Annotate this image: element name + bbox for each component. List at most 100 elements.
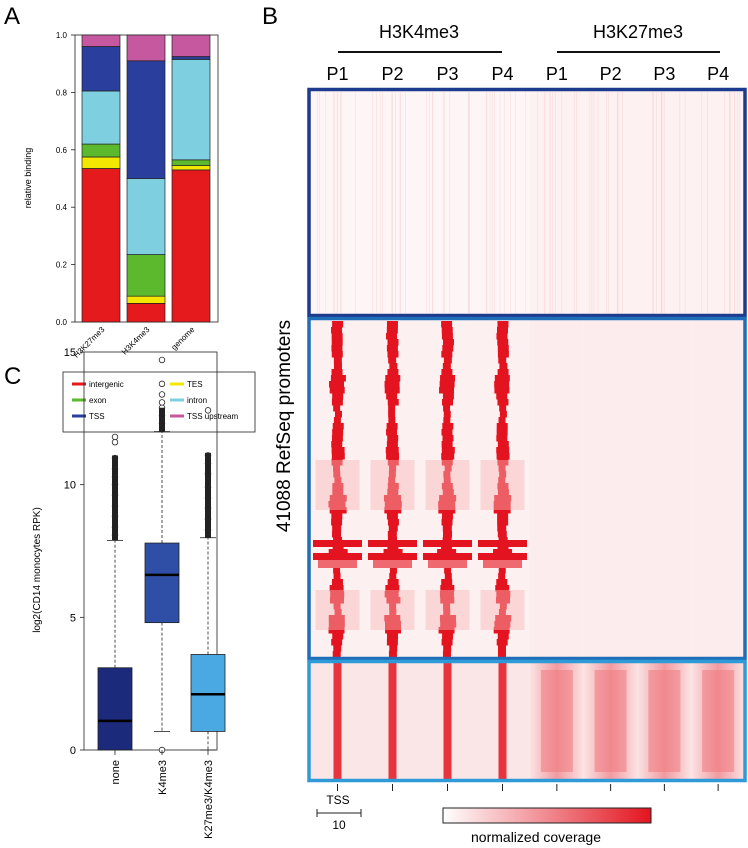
heat-signal-k4 bbox=[497, 483, 509, 490]
heat-cell-cluster2 bbox=[530, 317, 584, 660]
heat-signal-k4 bbox=[331, 453, 345, 460]
heat-signal-k4 bbox=[439, 381, 455, 388]
bar-segment-tss bbox=[81, 46, 121, 92]
heat-signal-k4 bbox=[442, 489, 454, 496]
heat-signal-k4 bbox=[493, 627, 510, 634]
heat-signal-k4 bbox=[442, 525, 452, 532]
heat-signal-k4 bbox=[442, 345, 454, 352]
outlier-point bbox=[204, 407, 212, 414]
heat-signal-k4 bbox=[331, 447, 345, 454]
outlier-dense bbox=[159, 407, 165, 432]
heat-signal-k4 bbox=[387, 339, 399, 346]
heat-signal-k4 bbox=[384, 387, 400, 394]
heat-signal-k4 bbox=[329, 495, 347, 502]
heat-signal-k4 bbox=[389, 567, 397, 574]
heat-cell-cluster1 bbox=[583, 88, 638, 317]
heat-signal-k4 bbox=[441, 579, 453, 586]
heat-signal-k4 bbox=[331, 513, 343, 520]
bar-segment-intron bbox=[171, 59, 211, 161]
heat-signal-k4 bbox=[441, 429, 453, 436]
outlier-point bbox=[158, 380, 166, 388]
heat-signal-k4 bbox=[443, 645, 452, 652]
heat-signal-k4 bbox=[332, 321, 344, 328]
heat-signal-k4 bbox=[483, 560, 522, 568]
heat-signal-k4 bbox=[442, 651, 451, 658]
column-label: P2 bbox=[381, 64, 403, 84]
box-1 bbox=[144, 542, 180, 624]
heat-signal-k4 bbox=[440, 621, 457, 628]
heat-signal-k4 bbox=[497, 441, 509, 448]
heat-signal-k4 bbox=[328, 549, 348, 556]
heat-signal-k4 bbox=[441, 441, 453, 448]
heat-signal-k4 bbox=[333, 405, 341, 412]
heat-signal-k4 bbox=[313, 553, 362, 560]
heat-cell-cluster1 bbox=[530, 88, 584, 317]
heat-signal-k4 bbox=[332, 651, 341, 658]
heat-signal-k4 bbox=[495, 585, 510, 592]
heat-signal-k4 bbox=[493, 501, 511, 508]
heat-signal-k4 bbox=[497, 489, 509, 496]
heat-signal-k4 bbox=[389, 573, 397, 580]
heat-signal-k4 bbox=[385, 585, 400, 592]
bar-segment-tss-upstream bbox=[171, 34, 211, 57]
heat-signal-k4 bbox=[498, 662, 507, 780]
x-tick-label: K4me3 bbox=[157, 760, 169, 795]
heat-signal-k4 bbox=[443, 405, 451, 412]
heat-signal-k4 bbox=[499, 471, 507, 478]
heat-halo bbox=[480, 460, 525, 510]
heat-signal-k4 bbox=[385, 447, 399, 454]
chart-b-ylabel: 41088 RefSeq promoters bbox=[274, 320, 295, 532]
heat-signal-k4 bbox=[442, 423, 454, 430]
heat-signal-k4 bbox=[499, 411, 507, 418]
heat-signal-k4 bbox=[334, 411, 342, 418]
heat-signal-k4 bbox=[443, 357, 452, 364]
heat-signal-k4 bbox=[496, 393, 508, 400]
heat-signal-k4 bbox=[386, 513, 398, 520]
heat-signal-k4 bbox=[444, 573, 452, 580]
heat-signal-k4 bbox=[497, 519, 509, 526]
heat-signal-k4 bbox=[442, 633, 454, 640]
heat-signal-k4 bbox=[318, 560, 357, 568]
outlier-point bbox=[111, 439, 119, 446]
heat-signal-k4 bbox=[386, 327, 398, 334]
panel-label-a: A bbox=[4, 3, 20, 30]
heat-signal-k4 bbox=[331, 639, 343, 646]
heat-signal-k4 bbox=[499, 405, 507, 412]
heat-signal-k4 bbox=[387, 459, 399, 466]
heat-signal-k4 bbox=[438, 501, 456, 508]
outlier-point bbox=[158, 399, 166, 406]
box-0 bbox=[97, 667, 133, 751]
heat-signal-k4 bbox=[441, 483, 453, 490]
heat-cell-cluster1 bbox=[691, 88, 745, 317]
heat-signal-k4 bbox=[443, 609, 451, 616]
column-label: P2 bbox=[600, 64, 622, 84]
scale-bar-label: 10 bbox=[332, 818, 346, 832]
heat-signal-k4 bbox=[389, 645, 398, 652]
heat-signal-k4 bbox=[387, 483, 399, 490]
heat-signal-k4 bbox=[368, 553, 417, 560]
heat-signal-k4 bbox=[441, 333, 453, 340]
heat-signal-k4 bbox=[386, 345, 398, 352]
outlier-point bbox=[111, 433, 119, 441]
heat-signal-k4 bbox=[387, 435, 399, 442]
heat-signal-k4 bbox=[388, 662, 397, 780]
heat-signal-k4 bbox=[386, 393, 398, 400]
heat-signal-k4 bbox=[498, 567, 506, 574]
column-label: P3 bbox=[436, 64, 458, 84]
y-tick-label: 0.0 bbox=[56, 318, 68, 327]
panel-b-heatmap: 41088 RefSeq promoters H3K4me3 P1 P2 P3 P4 H3… bbox=[274, 22, 747, 845]
heat-signal-k4 bbox=[333, 645, 342, 652]
heat-signal-k4 bbox=[495, 615, 512, 622]
heat-signal-k4 bbox=[423, 540, 472, 547]
heat-signal-k4 bbox=[331, 459, 343, 466]
heat-signal-k27 bbox=[594, 670, 627, 772]
heat-signal-k4 bbox=[332, 633, 344, 640]
heat-signal-k4 bbox=[383, 549, 403, 556]
heat-signal-k4 bbox=[333, 662, 342, 780]
heat-signal-k4 bbox=[438, 627, 455, 634]
column-label: P4 bbox=[491, 64, 513, 84]
outlier-point bbox=[158, 356, 166, 364]
colorbar-label: normalized coverage bbox=[471, 829, 601, 845]
bar-segment-tss bbox=[126, 60, 166, 179]
heat-signal-k4 bbox=[332, 525, 342, 532]
